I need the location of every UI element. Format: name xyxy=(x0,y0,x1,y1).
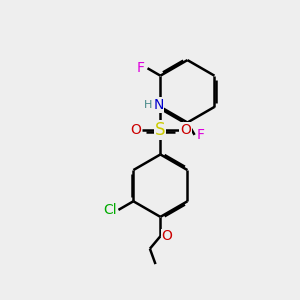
Text: O: O xyxy=(130,123,141,137)
Text: F: F xyxy=(197,128,205,142)
Text: O: O xyxy=(180,123,191,137)
Text: Cl: Cl xyxy=(103,203,117,217)
Text: H: H xyxy=(144,100,152,110)
Text: S: S xyxy=(155,121,166,139)
Text: O: O xyxy=(161,229,172,243)
Text: N: N xyxy=(153,98,164,112)
Text: F: F xyxy=(137,61,145,75)
